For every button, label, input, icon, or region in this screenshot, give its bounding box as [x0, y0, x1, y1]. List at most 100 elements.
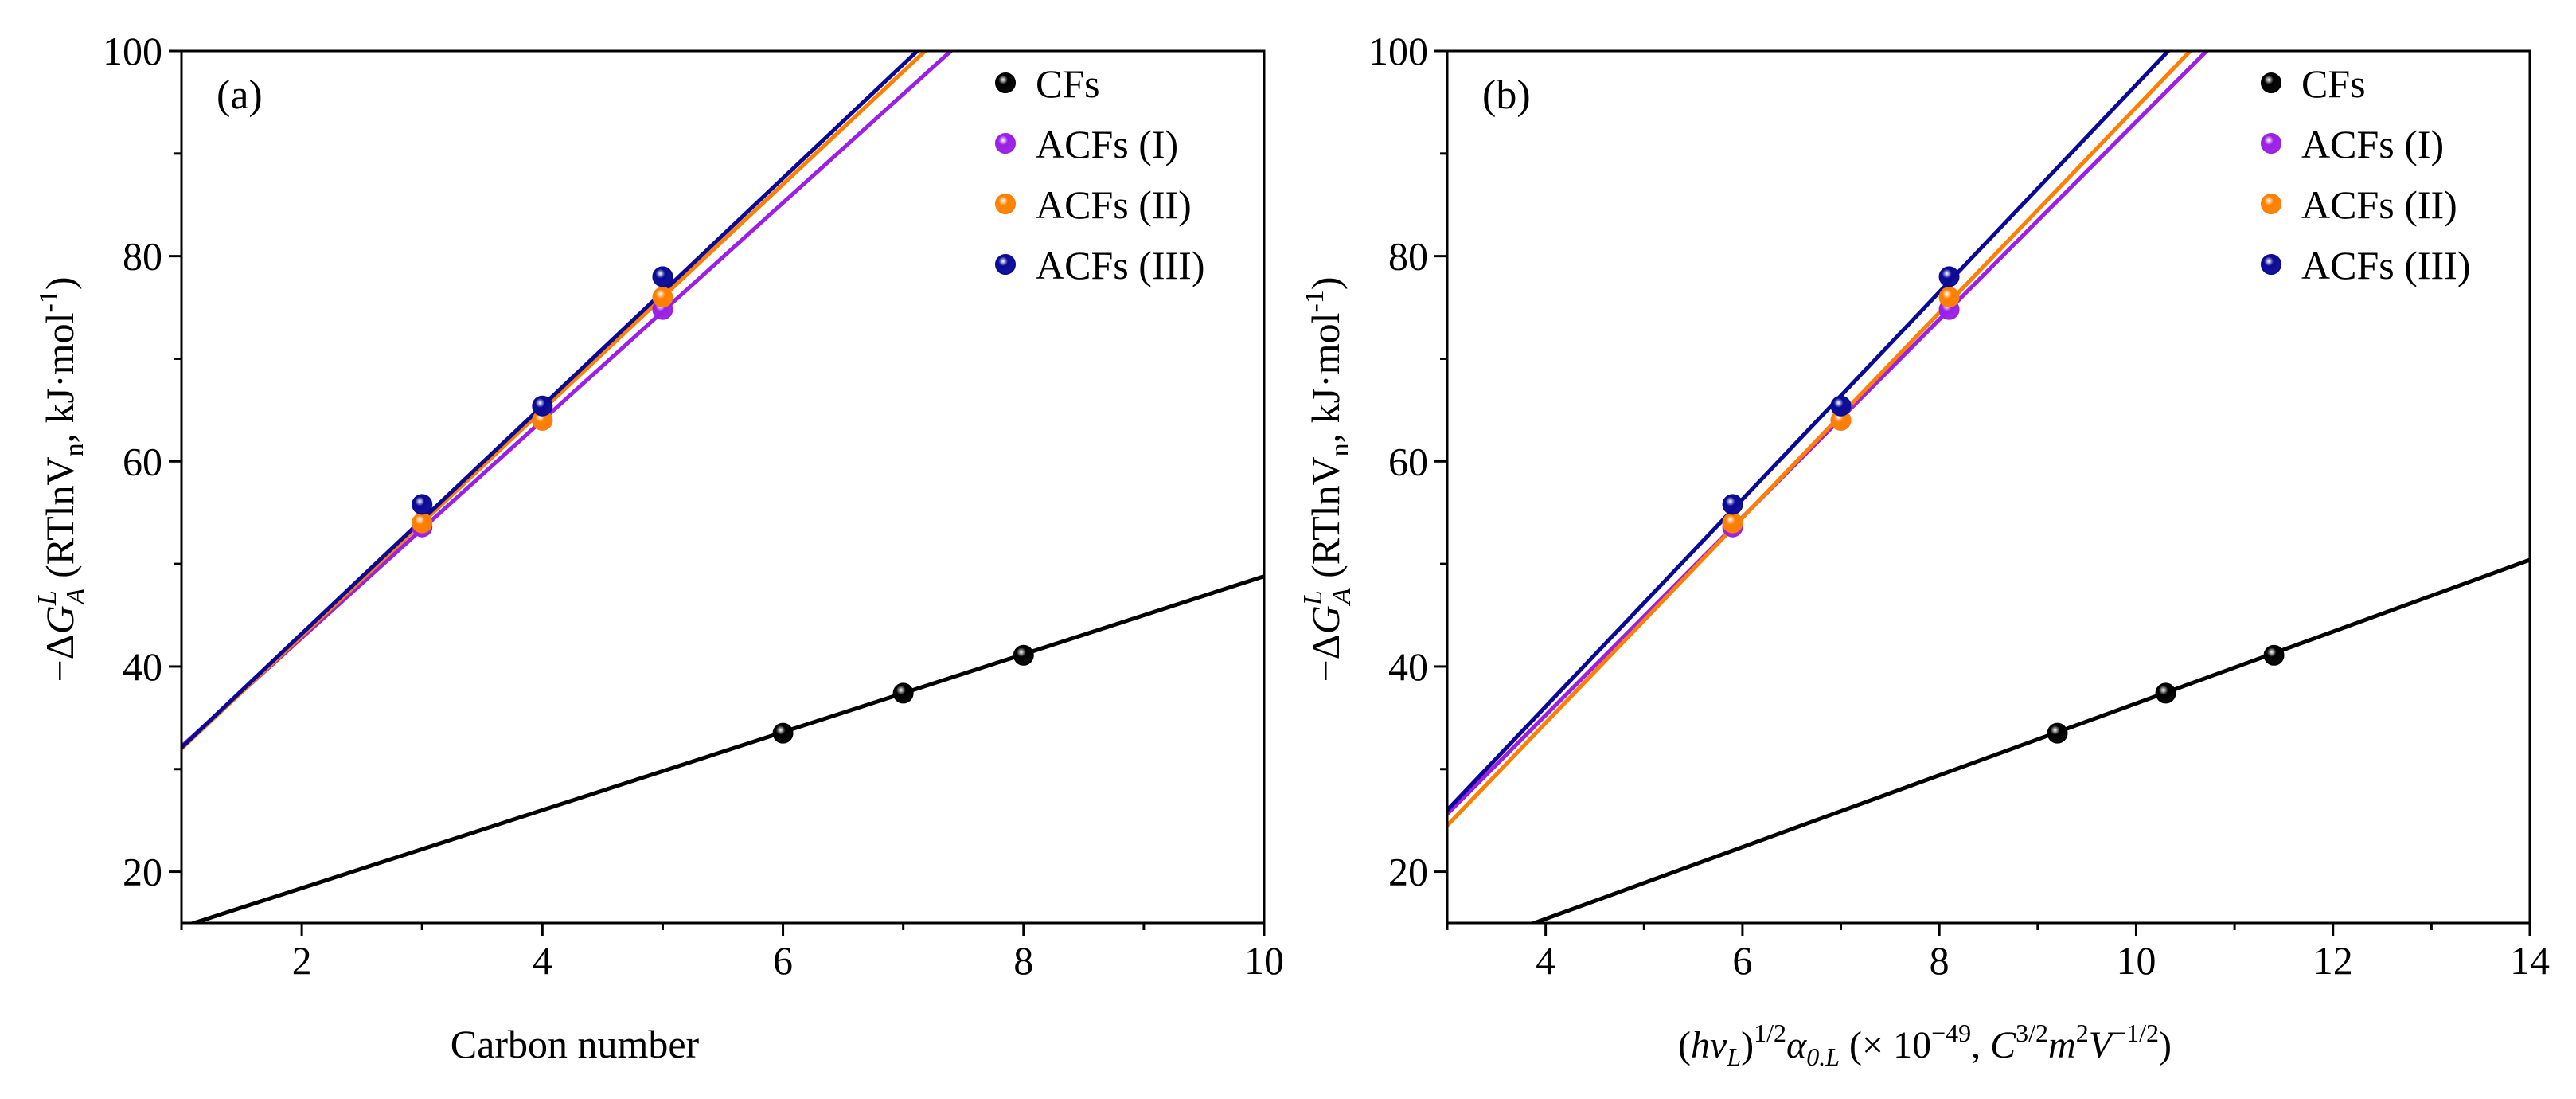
panel-b-x-tick-label: 12: [2313, 938, 2353, 983]
panel-a-plot-frame: [180, 49, 1266, 925]
panel-b-x-tick-label: 14: [2510, 938, 2550, 983]
y-label-paren-close: ): [1303, 276, 1348, 290]
panel-b-y-tick-label: 80: [1388, 234, 1428, 279]
y-label-sup: L: [1298, 590, 1328, 606]
panel-b-legend-marker-acfs-iii: [2261, 254, 2281, 275]
panel-a-legend-label-acfs-i: ACFs (I): [1036, 122, 1178, 166]
panel-b-point-cfs-0: [2047, 722, 2068, 744]
panel-b-label: (b): [1482, 72, 1531, 118]
panel-b-point-cfs-1: [2155, 682, 2176, 704]
panel-b-fit-lines: [1447, 51, 2530, 923]
panel-a-x-tick-label: 4: [533, 938, 552, 983]
y-label-paren-sup: -1: [1300, 290, 1329, 312]
panel-a-data-points: [412, 266, 1034, 744]
panel-a-fit-lines: [181, 51, 1264, 923]
panel-a-x-axis-label: Carbon number: [451, 1022, 700, 1066]
panel-b-plot-frame: [1446, 49, 2531, 925]
panel-b-legend-marker-acfs-ii: [2261, 194, 2281, 214]
panel-a-fit-line-cfs: [187, 574, 1264, 923]
panel-b-y-tick-label: 40: [1388, 644, 1428, 689]
panel-b-legend-marker-acfs-i: [2261, 133, 2281, 154]
panel-b-point-acfs-iii-1: [1830, 395, 1852, 417]
panel-b-point-cfs-2: [2263, 644, 2285, 666]
panel-a-axes: [169, 49, 1266, 936]
panel-b-x-tick-label: 10: [2116, 938, 2156, 983]
panel-a-point-acfs-iii-2: [652, 266, 673, 287]
panel-b-y-tick-label: 100: [1368, 29, 1428, 73]
panel-b-point-acfs-iii-2: [1938, 266, 1960, 287]
y-label-prefix: −Δ: [1303, 634, 1348, 682]
panel-b-fit-line-acfs-i: [1447, 51, 2210, 815]
y-label-paren-close: ): [37, 276, 82, 290]
panel-b-legend-label-acfs-iii: ACFs (III): [2301, 243, 2470, 287]
y-label-paren-rest: , kJ·mol: [37, 312, 82, 443]
panel-b-legend-label-acfs-i: ACFs (I): [2301, 122, 2444, 166]
panel-a-x-tick-label: 6: [773, 938, 793, 983]
panel-a-legend-label-acfs-ii: ACFs (II): [1036, 182, 1192, 227]
panel-b-tick-labels: 4 6 8 10 12 14 20 40 60 80 100: [1368, 29, 2550, 983]
panel-a-point-cfs-2: [1013, 644, 1034, 666]
panel-a-legend-marker-acfs-iii: [995, 254, 1016, 275]
panel-b-x-tick-label: 6: [1732, 938, 1752, 983]
panel-b-y-tick-label: 20: [1388, 850, 1428, 894]
panel-a-legend-marker-acfs-ii: [995, 194, 1016, 214]
y-label-symbol: G: [1303, 605, 1348, 634]
panel-b-legend: CFs ACFs (I) ACFs (II) ACFs (III): [2261, 61, 2470, 287]
panel-a-fit-line-acfs-ii: [181, 51, 928, 750]
panel-a-legend-marker-cfs: [995, 72, 1016, 93]
panel-a-tick-labels: 2 4 6 8 10 20 40 60 80 100: [103, 29, 1284, 983]
panel-a-point-acfs-iii-1: [532, 395, 553, 417]
panel-b-y-axis-label: −ΔGLA (RTlnVn, kJ·mol-1): [1298, 276, 1356, 682]
panel-b-fit-line-acfs-ii: [1447, 51, 2193, 827]
panel-a-point-cfs-1: [892, 682, 914, 704]
panel-b-point-acfs-ii-2: [1938, 287, 1960, 308]
y-label-paren-sub: n: [1325, 443, 1355, 456]
panel-b-data-points: [1722, 266, 2285, 744]
panel-a-y-tick-label: 20: [123, 850, 162, 894]
panel-b-legend-marker-cfs: [2261, 72, 2281, 93]
panel-a-legend: CFs ACFs (I) ACFs (II) ACFs (III): [995, 61, 1204, 287]
y-label-prefix: −Δ: [37, 634, 82, 682]
y-label-symbol: G: [37, 605, 82, 634]
panel-b-axes: [1434, 49, 2531, 936]
panel-a-label: (a): [217, 72, 263, 118]
y-label-paren-sub: n: [60, 443, 89, 456]
panel-b-point-acfs-ii-0: [1722, 512, 1743, 534]
panel-a-y-tick-label: 100: [103, 29, 162, 73]
panel-a-x-tick-label: 2: [292, 938, 312, 983]
y-label-paren: (RTlnV: [37, 456, 82, 588]
panel-a-legend-label-acfs-iii: ACFs (III): [1036, 243, 1204, 287]
y-label-sub: A: [1327, 588, 1356, 606]
y-label-paren-rest: , kJ·mol: [1303, 312, 1348, 443]
panel-b: 4 6 8 10 12 14 20 40 60 80 100 CFs ACFs (I) ACFs (II…: [1298, 29, 2550, 1071]
panel-b-legend-label-acfs-ii: ACFs (II): [2301, 182, 2457, 227]
panel-b-fit-line-cfs: [1528, 557, 2530, 923]
panel-a-point-acfs-ii-2: [652, 287, 673, 308]
panel-a-y-tick-label: 80: [123, 234, 162, 279]
panel-b-fit-line-acfs-iii: [1447, 51, 2172, 812]
panel-b-x-tick-label: 4: [1536, 938, 1555, 983]
panel-a-fit-line-acfs-iii: [181, 51, 921, 749]
y-label-paren: (RTlnV: [1303, 456, 1348, 588]
panel-a-point-cfs-0: [772, 722, 794, 744]
panel-a-point-acfs-ii-0: [412, 512, 433, 534]
panel-a-legend-label-cfs: CFs: [1036, 61, 1100, 106]
panel-b-x-tick-label: 8: [1930, 938, 1950, 983]
panel-a-x-tick-label: 10: [1244, 938, 1284, 983]
panel-b-legend-label-cfs: CFs: [2301, 61, 2366, 106]
panel-a-point-acfs-iii-0: [412, 494, 433, 515]
panel-a-x-tick-label: 8: [1013, 938, 1033, 983]
panel-a-legend-marker-acfs-i: [995, 133, 1016, 154]
panel-b-x-axis-label: (hνL)1/2α0.L (× 10−49, C3/2m2V−1/2): [1678, 1019, 2172, 1071]
y-label-sub: A: [61, 588, 91, 606]
panel-b-y-tick-label: 60: [1388, 439, 1428, 483]
y-label-paren-sup: -1: [34, 290, 64, 312]
y-label-sup: L: [33, 590, 62, 606]
panel-b-point-acfs-iii-0: [1722, 494, 1743, 515]
panel-a-y-tick-label: 60: [123, 439, 162, 483]
panel-a-y-tick-label: 40: [123, 644, 162, 689]
panel-a-fit-line-acfs-i: [181, 51, 954, 749]
